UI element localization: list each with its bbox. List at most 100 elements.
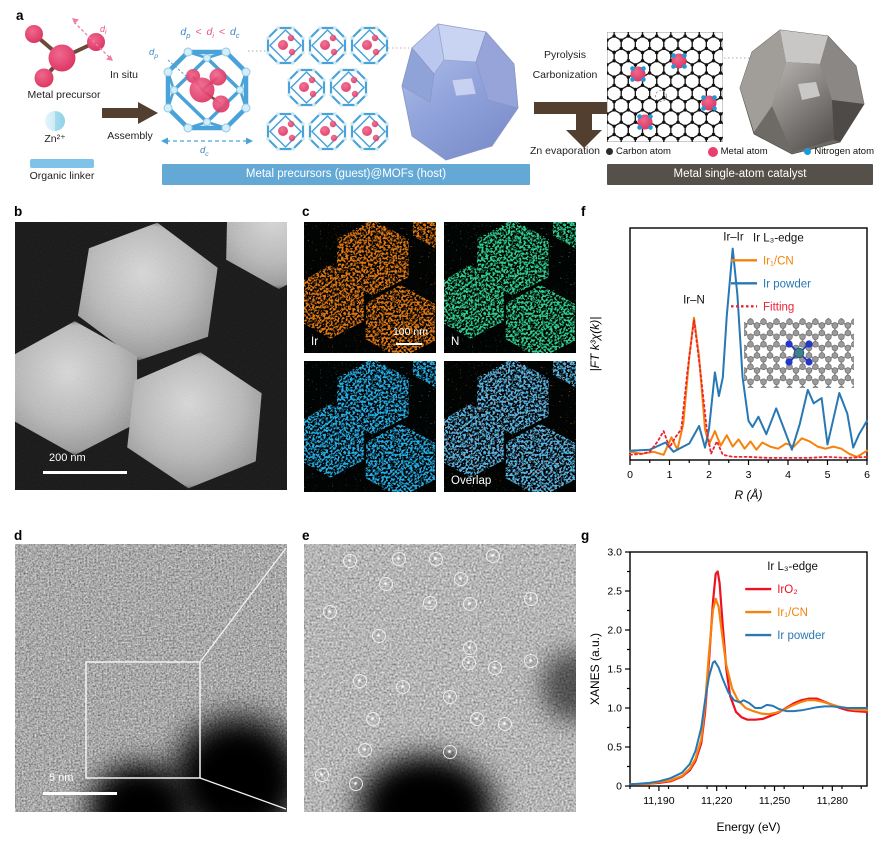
banner-single-atom-catalyst: Metal single-atom catalyst	[607, 164, 873, 185]
zoom-connector-line	[199, 777, 287, 810]
panel-b-grain	[15, 222, 287, 490]
legend-label: Fitting	[763, 301, 794, 313]
peak-annotation: Ir–N	[683, 294, 705, 306]
di-arrow-icon	[72, 18, 113, 61]
y-tick-label: 1.5	[607, 664, 622, 676]
panel-e-label: e	[302, 528, 310, 543]
chart-g-plot: 11,190 11,220 11,250 11,280 0 0.5 1.0 1.5 2.0 2.5…	[588, 547, 869, 834]
guest-molecule-icon	[186, 68, 230, 113]
metal-precursor-label: Metal precursor	[27, 89, 101, 101]
carbon-atom-icon	[606, 148, 613, 155]
metal-sites	[630, 53, 717, 130]
series-Fitting	[629, 318, 868, 459]
x-tick-label: 11,220	[701, 795, 732, 807]
x-tick-label: 2	[706, 469, 712, 481]
single-atom-marker	[485, 548, 500, 563]
y-tick-label: 2.5	[607, 586, 622, 598]
legend-label: Ir₁/CN	[777, 607, 808, 619]
x-axis-label: Energy (eV)	[716, 820, 780, 834]
metal-atom-legend-item: Metal atom	[707, 146, 768, 157]
x-axis-label: R (Å)	[735, 487, 763, 502]
eds-signal-layer	[444, 361, 576, 492]
metal-atom-icon	[707, 146, 718, 157]
x-tick-label: 4	[785, 469, 791, 481]
single-atom-marker	[461, 655, 476, 670]
carbonization-label: Carbonization	[532, 69, 598, 81]
single-atom-marker	[323, 605, 338, 619]
eds-particle	[552, 361, 576, 389]
eds-map-ir: Ir 100 nm	[304, 222, 436, 353]
eds-map-n-label: N	[451, 336, 460, 348]
nitrogen-atom-legend-item: Nitrogen atom	[804, 146, 874, 157]
dc-label: dc	[200, 145, 209, 158]
single-atom-marker	[488, 661, 503, 675]
single-atom-marker	[524, 654, 539, 669]
zn-ion-icon	[45, 111, 65, 131]
single-atom-marker	[378, 577, 393, 592]
single-atom-marker	[315, 768, 330, 783]
carbon-polyhedron-icon	[739, 29, 865, 155]
pyrolysis-label: Pyrolysis	[543, 49, 586, 61]
single-atom-marker	[353, 674, 368, 689]
panel-g-label: g	[581, 528, 590, 543]
single-atom-marker	[342, 554, 357, 569]
dp-label: dp	[149, 47, 159, 60]
single-atom-marker	[524, 592, 539, 607]
eds-map-c	[304, 361, 436, 492]
x-tick-label: 0	[627, 469, 633, 481]
zn-label: Zn²⁺	[44, 133, 66, 145]
organic-linker-icon	[30, 159, 94, 168]
single-atom-marker	[428, 552, 443, 567]
dc-arrow-icon	[161, 137, 253, 145]
single-atom-marker	[422, 595, 437, 610]
y-tick-label: 3.0	[607, 547, 622, 559]
panel-d-annotations	[85, 547, 287, 810]
panel-d-label: d	[14, 528, 23, 543]
eds-particle	[505, 284, 576, 353]
ir-n4-motif	[785, 340, 813, 366]
single-atom-marker	[391, 552, 406, 567]
eds-scale-bar	[396, 342, 422, 345]
legend-title: Ir L₃-edge	[753, 232, 804, 244]
eds-particle	[505, 423, 576, 492]
ir-n4-structure-inset	[744, 318, 854, 388]
mof-cage-icon	[163, 47, 251, 133]
series-Ir powder	[629, 247, 868, 453]
single-atom-marker	[358, 743, 373, 758]
single-atom-marker	[442, 690, 457, 705]
chart-f-plot: 0 1 2 3 4 5 6 R (Å) |FT k³χ(k)| Ir–N Ir–Ir Ir L₃-ed…	[588, 227, 870, 502]
legend-label: Ir powder	[777, 630, 825, 642]
panel-f-label: f	[581, 204, 586, 219]
y-tick-label: 0	[616, 781, 622, 793]
nitrogen-atom-icon	[804, 148, 812, 155]
panel-d-scale-text: 5 nm	[49, 772, 74, 784]
panel-e-haadf-zoom-image	[304, 544, 576, 812]
x-tick-label: 6	[864, 469, 870, 481]
y-tick-label: 2.0	[607, 625, 622, 637]
carbon-atom-legend-item: Carbon atom	[606, 146, 671, 157]
single-atom-marker	[396, 679, 411, 694]
legend-title: Ir L₃-edge	[767, 561, 818, 573]
eds-particle	[412, 222, 436, 250]
panel-a-label: a	[16, 8, 24, 23]
panel-b-stem-image: 200 nm	[15, 222, 287, 490]
panel-d-scale-bar	[43, 791, 117, 795]
x-tick-label: 11,190	[643, 795, 674, 807]
panel-c-eds-maps: Ir 100 nm N Overlap	[304, 222, 576, 492]
eds-map-overlap: Overlap	[444, 361, 576, 492]
eds-map-overlap-label: Overlap	[451, 475, 492, 487]
zoom-connector-line	[199, 547, 287, 663]
x-tick-label: 3	[746, 469, 752, 481]
eds-signal-layer	[444, 222, 576, 353]
x-tick-label: 5	[825, 469, 831, 481]
single-atom-marker	[372, 629, 387, 644]
eds-signal-layer	[304, 361, 436, 492]
mof-polyhedron-icon	[401, 23, 519, 161]
series-Ir₁/CN	[628, 597, 869, 786]
plot-frame	[629, 551, 868, 787]
axis-ticks: 0 1 2 3 4 5 6	[627, 460, 870, 481]
eds-map-n: N	[444, 222, 576, 353]
pore-size-relation: dp < di < dc	[180, 26, 240, 41]
single-atom-marker	[365, 712, 380, 727]
